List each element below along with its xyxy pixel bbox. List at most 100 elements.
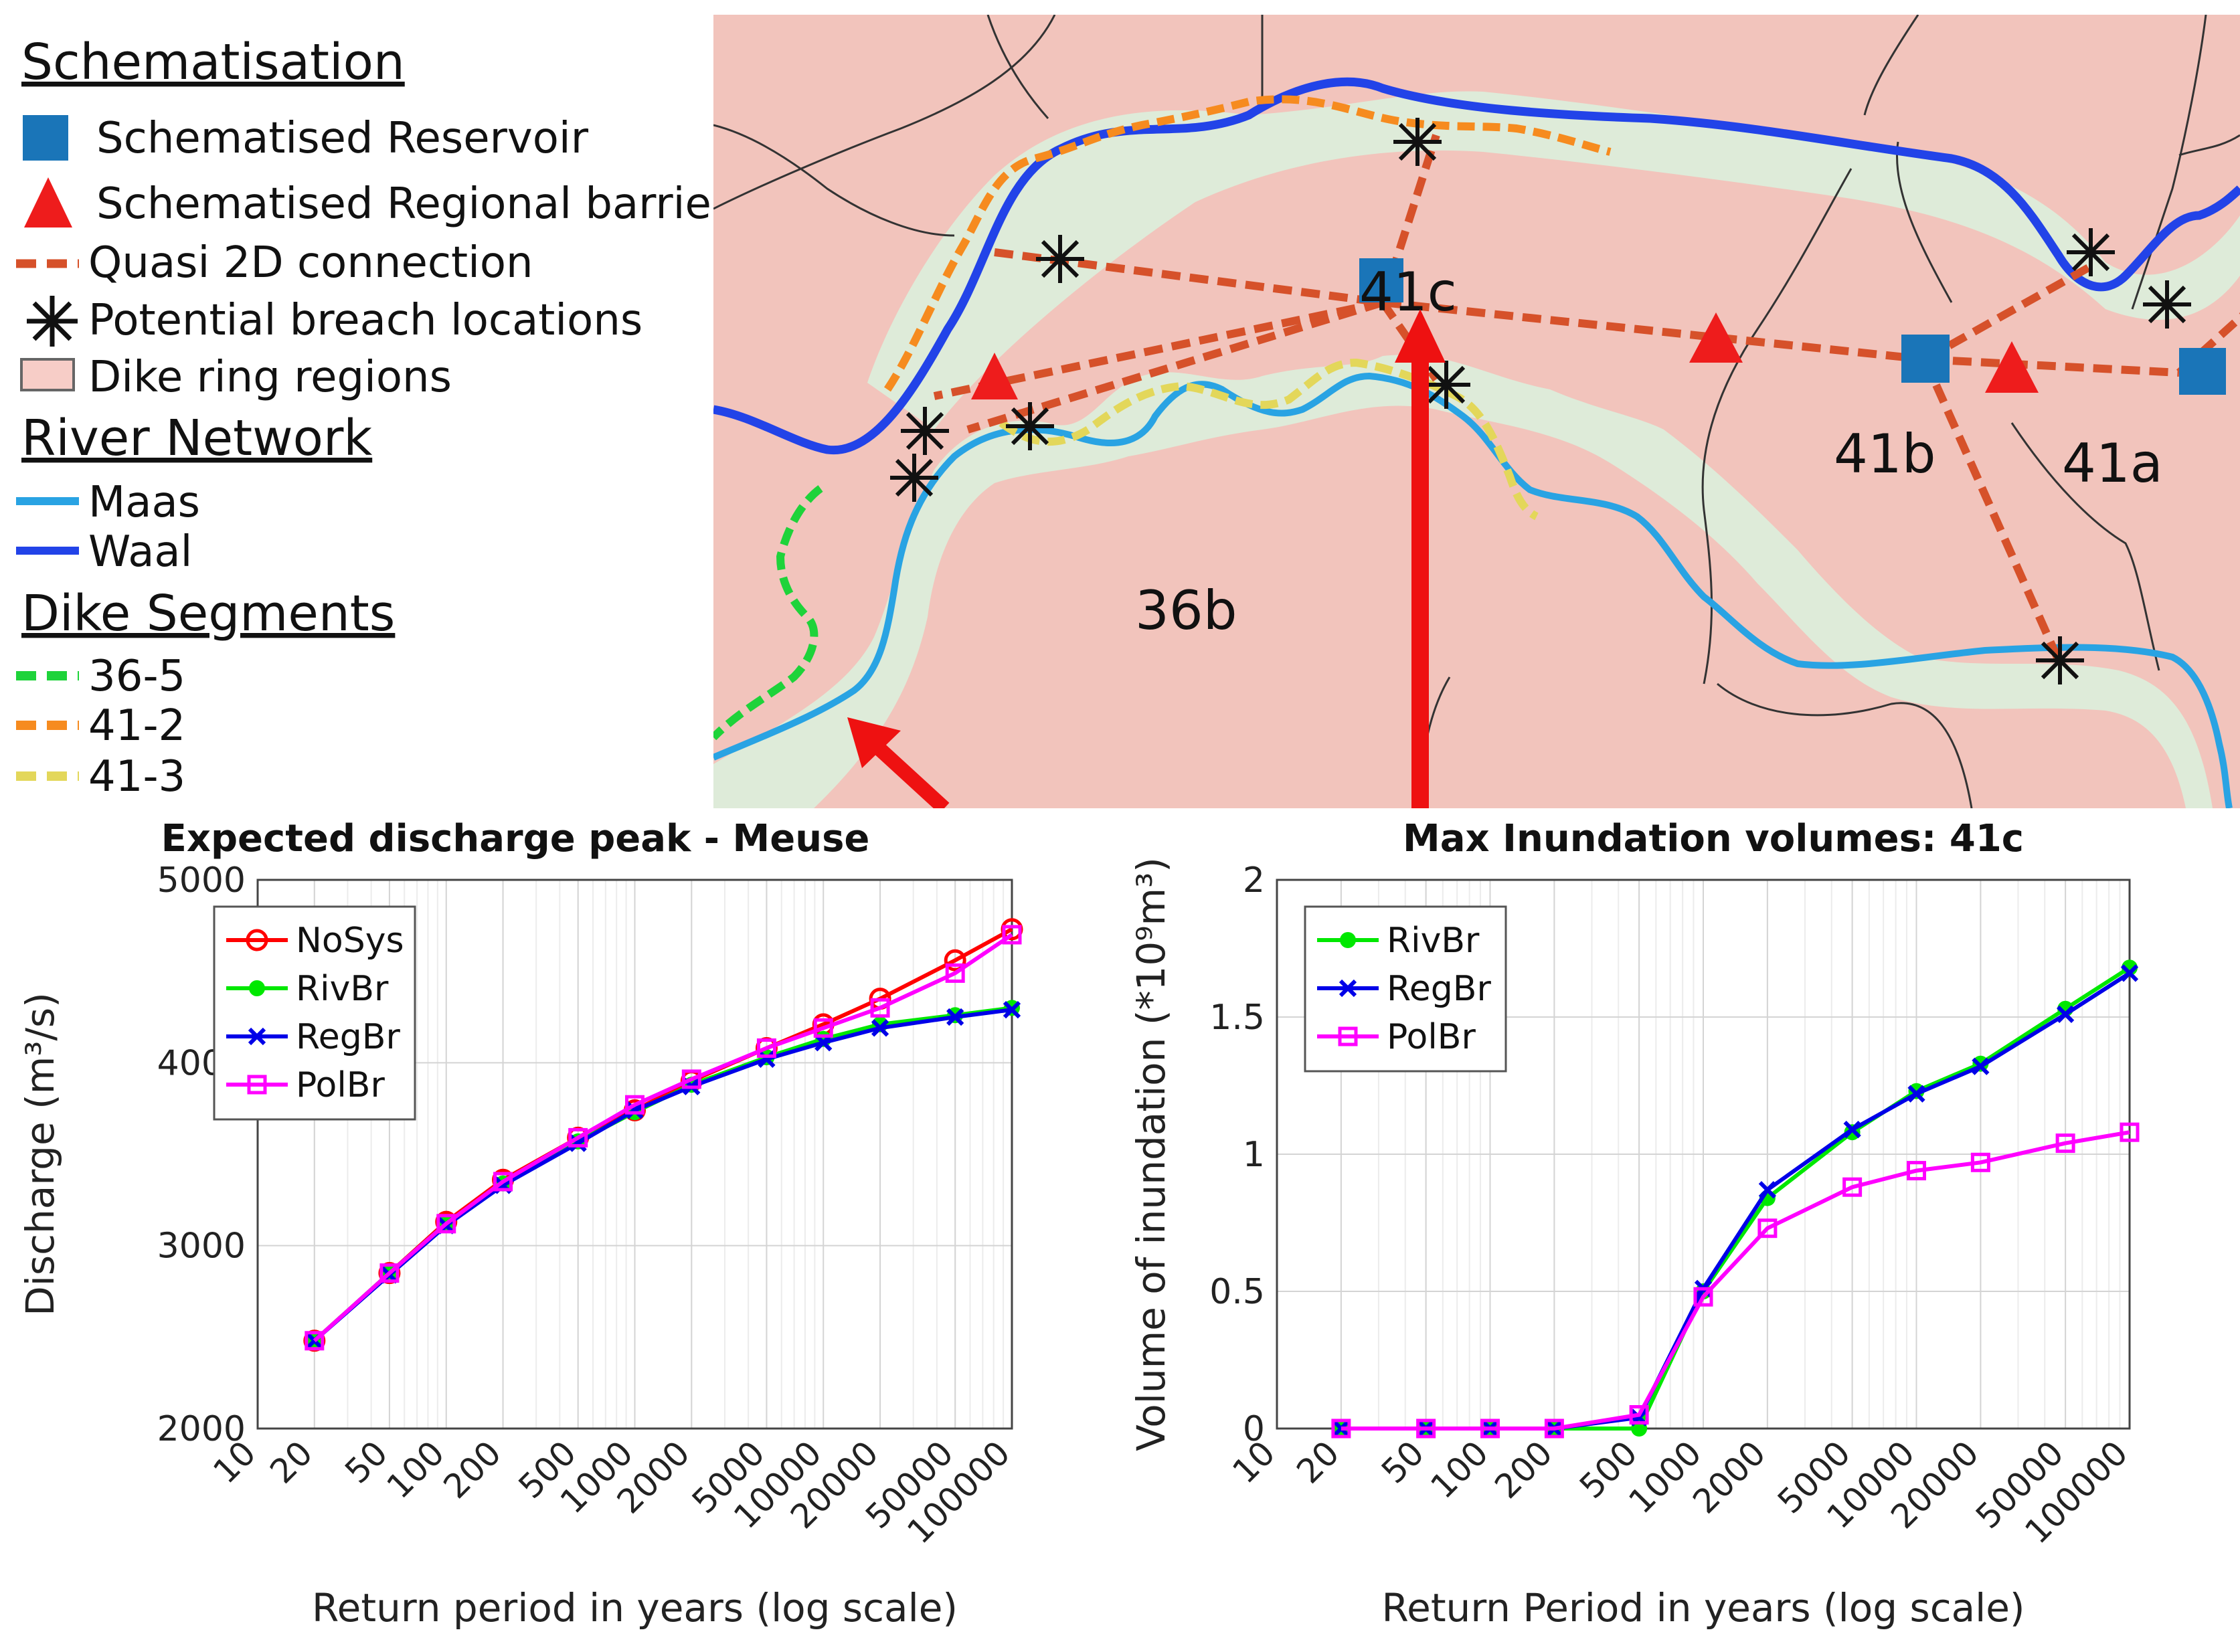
- dike-segment-36-5: [713, 485, 823, 741]
- legend-label-waal: Waal: [88, 527, 192, 577]
- chart-legend: NoSys RivBr RegBr PolBr: [213, 905, 416, 1121]
- series-regbr-marker: [758, 1050, 776, 1068]
- series-polbr-marker: [436, 1214, 456, 1234]
- series-regbr-marker: [1843, 1120, 1861, 1139]
- series-polbr-marker: [493, 1172, 513, 1192]
- series-polbr-marker: [2120, 1122, 2140, 1142]
- legend-label-dike-ring: Dike ring regions: [88, 353, 452, 402]
- x-tick-label: 2000: [1685, 1433, 1773, 1521]
- series-polbr-marker: [2055, 1133, 2075, 1154]
- series-polbr-marker: [1842, 1177, 1863, 1197]
- series-polbr-marker: [1544, 1418, 1564, 1439]
- map-panel: 41c 41b 41a 36b: [713, 15, 2240, 808]
- y-tick-label: 0.5: [1209, 1272, 1265, 1312]
- legend-label-41-2: 41-2: [88, 701, 185, 751]
- legend-section-river-network: River Network: [21, 409, 372, 467]
- legend-label-quasi-2d: Quasi 2D connection: [88, 238, 533, 288]
- x-axis-label: Return Period in years (log scale): [1381, 1585, 2024, 1631]
- chart-title: Max Inundation volumes: 41c: [1403, 817, 2024, 860]
- series-polbr: [1331, 1122, 2140, 1439]
- x-tick-label: 20: [262, 1433, 320, 1491]
- series-polbr-marker: [1970, 1152, 1990, 1172]
- legend-rivbr-label: RivBr: [296, 969, 389, 1009]
- series-regbr-marker: [871, 1019, 889, 1037]
- series-polbr-line: [1341, 1130, 2130, 1431]
- barrier-west: [971, 353, 1018, 399]
- series-group: [303, 918, 1023, 1352]
- legend-label-41-3: 41-3: [88, 752, 185, 802]
- legend-rivbr-marker: [1340, 932, 1356, 948]
- series-polbr-marker: [1331, 1418, 1351, 1439]
- series-nosys-marker: [944, 949, 966, 972]
- series-polbr-marker: [568, 1127, 588, 1148]
- series-regbr-marker: [1332, 1419, 1350, 1438]
- reservoir-41c: [1359, 258, 1403, 302]
- chart-title: Expected discharge peak - Meuse: [161, 817, 870, 860]
- chart-legend: RivBr RegBr PolBr: [1304, 905, 1507, 1073]
- region-label-36b: 36b: [1135, 579, 1237, 642]
- series-regbr-marker: [2120, 964, 2139, 982]
- legend-label-maas: Maas: [88, 478, 200, 527]
- y-tick-label: 2000: [157, 1409, 246, 1449]
- series-polbr-marker: [813, 1018, 833, 1038]
- y-axis-label: Discharge (m³/s): [17, 992, 63, 1316]
- legend-regbr-marker: [248, 1027, 266, 1046]
- legend-nosys-marker: [246, 929, 268, 951]
- y-tick-label: 3000: [157, 1226, 246, 1267]
- quasi-2d-connections: [933, 134, 2240, 662]
- dike-segment-41-2: [884, 95, 1612, 392]
- reservoir-41b: [1901, 335, 1950, 383]
- dike-ring-box-icon: [20, 358, 75, 391]
- legend-polbr-marker: [1338, 1026, 1358, 1046]
- reservoir-square-icon: [23, 115, 68, 161]
- legend-polbr-marker: [247, 1075, 267, 1095]
- waal-river-line: [713, 77, 2240, 455]
- series-polbr-marker: [1480, 1418, 1500, 1439]
- arrow-to-maas: [847, 717, 950, 808]
- series-polbr-marker: [1907, 1161, 1926, 1181]
- series-polbr-marker: [305, 1331, 325, 1351]
- y-axis-label: Volume of inundation (*10⁹m³): [1128, 857, 1174, 1451]
- plot-frame: [256, 879, 1013, 1430]
- region-label-41c: 41c: [1359, 261, 1457, 323]
- series-regbr-marker: [1907, 1085, 1925, 1103]
- legend-label-breach: Potential breach locations: [88, 296, 642, 345]
- series-group: [1331, 959, 2140, 1439]
- legend-regbr-label: RegBr: [296, 1017, 400, 1057]
- x-tick-label: 100: [379, 1433, 452, 1505]
- series-polbr-marker: [756, 1038, 776, 1058]
- series-regbr-marker: [1003, 1000, 1021, 1019]
- x-tick-label: 10: [1225, 1433, 1282, 1491]
- x-tick-label: 50: [1374, 1433, 1432, 1491]
- legend-polbr-label: PolBr: [296, 1065, 385, 1105]
- breach-asterisk-icon: [27, 296, 78, 347]
- series-polbr-marker: [1416, 1418, 1436, 1439]
- series-regbr-line: [313, 1008, 1013, 1343]
- series-nosys-line: [313, 927, 1013, 1343]
- chart-discharge-peak: Expected discharge peak - Meuse 2000 3000…: [17, 817, 1023, 1631]
- legend-label-barrier: Schematised Regional barrier: [96, 179, 709, 229]
- y-tick-label: 1: [1243, 1135, 1265, 1175]
- legend-polbr-label: PolBr: [1387, 1017, 1476, 1057]
- legend-section-schematisation: Schematisation: [21, 33, 405, 91]
- barrier-triangle-icon: [24, 177, 72, 227]
- series-polbr: [305, 925, 1022, 1351]
- y-tick-label: 5000: [157, 860, 246, 901]
- series-polbr-marker: [1629, 1405, 1649, 1425]
- legend-label-reservoir: Schematised Reservoir: [96, 114, 589, 163]
- x-tick-label: 200: [436, 1433, 509, 1505]
- series-polbr-marker: [1693, 1287, 1713, 1307]
- series-regbr-marker: [946, 1008, 964, 1026]
- waal-floodplain: [867, 91, 2240, 430]
- series-regbr-marker: [814, 1034, 833, 1052]
- y-tick-label: 0: [1243, 1409, 1265, 1449]
- map-legend: Schematisation Schematised Reservoir Sch…: [16, 33, 709, 802]
- x-tick-label: 200: [1487, 1433, 1559, 1505]
- series-polbr-marker: [379, 1263, 400, 1283]
- breach-locations: [890, 118, 2191, 684]
- series-polbr-marker: [625, 1095, 644, 1115]
- region-label-41a: 41a: [2062, 432, 2163, 494]
- series-polbr-marker: [681, 1069, 701, 1089]
